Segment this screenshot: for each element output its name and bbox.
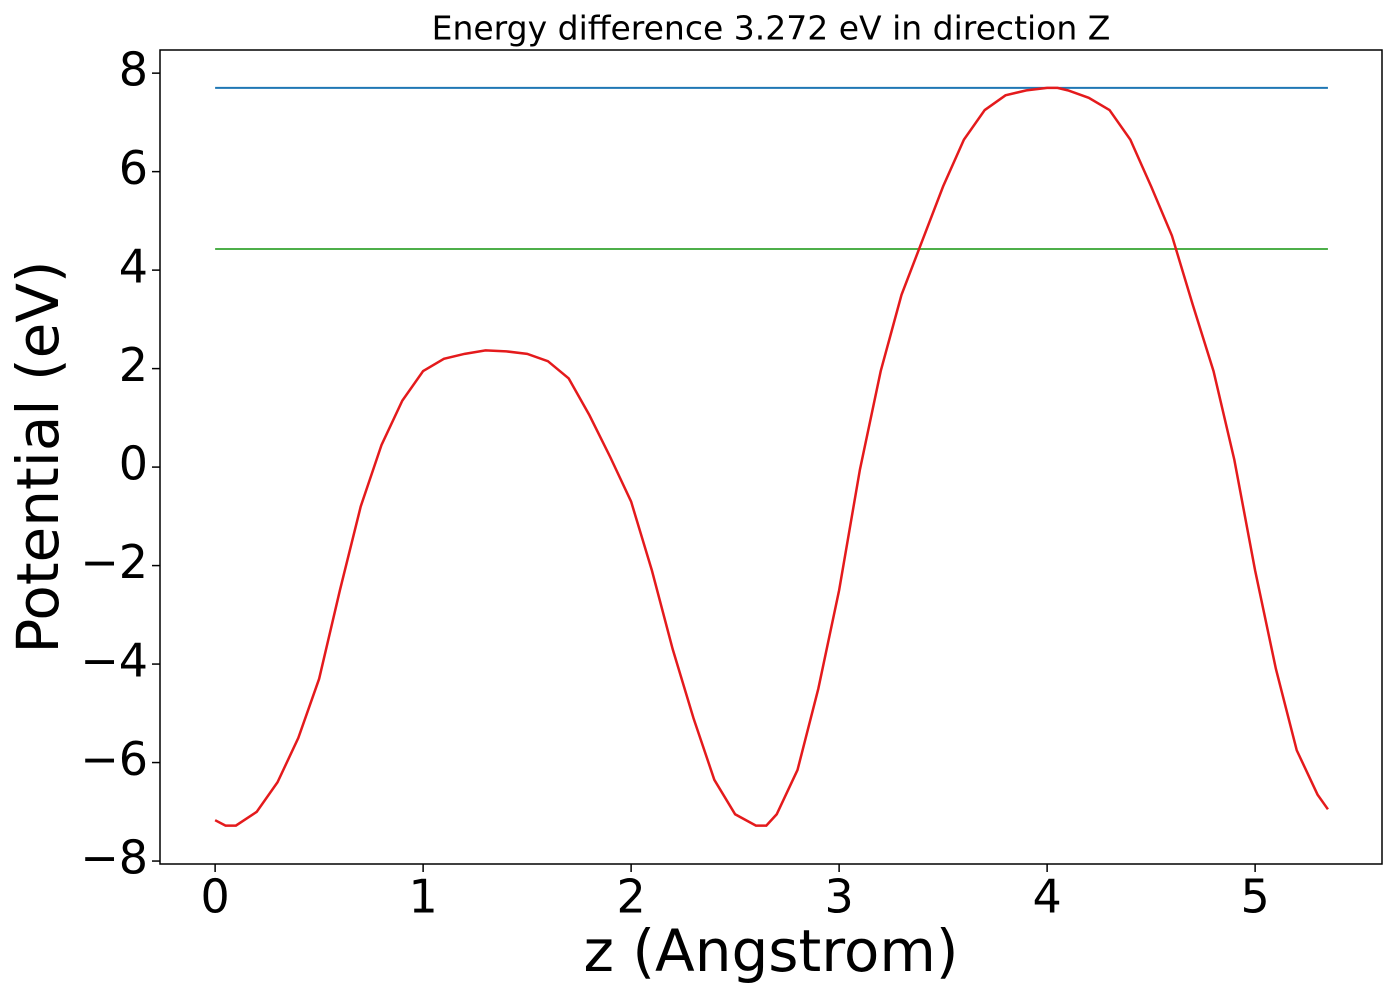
- x-tick-label: 0: [200, 870, 229, 924]
- y-tick-label: 8: [119, 43, 148, 97]
- line: [214, 86, 1329, 827]
- x-tick-label: 2: [616, 870, 645, 924]
- x-tick-label: 4: [1032, 870, 1061, 924]
- plot-frame: [159, 49, 1383, 865]
- x-tick-label: 5: [1240, 870, 1269, 924]
- x-tick-label: 1: [408, 870, 437, 924]
- x-axis-label: z (Angstrom): [584, 917, 959, 985]
- y-tick-label: 6: [119, 141, 148, 195]
- y-tick-label: −8: [80, 831, 148, 885]
- y-tick-label: −2: [80, 535, 148, 589]
- chart-title: Energy difference 3.272 eV in direction …: [432, 9, 1111, 48]
- y-tick-label: 2: [119, 338, 148, 392]
- y-tick-label: −4: [80, 634, 148, 688]
- y-tick-label: 4: [119, 240, 148, 294]
- y-tick-label: 0: [119, 437, 148, 491]
- x-tick-label: 3: [824, 870, 853, 924]
- y-axis-label: Potential (eV): [4, 260, 72, 653]
- y-tick-label: −6: [80, 732, 148, 786]
